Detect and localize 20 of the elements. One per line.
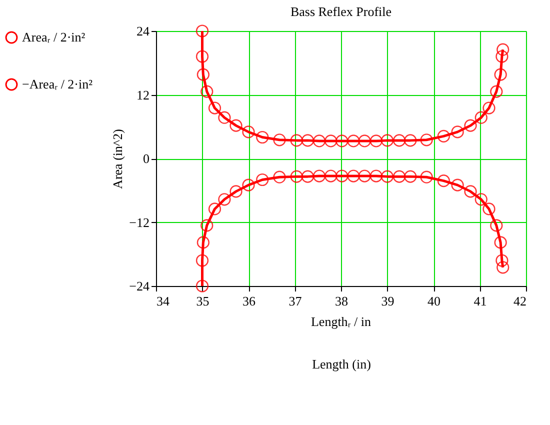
x-tick-label: 36 xyxy=(242,294,256,308)
x-tick-label: 40 xyxy=(428,294,440,308)
y-tick-label: −24 xyxy=(129,278,150,294)
y-tick-label: 12 xyxy=(136,87,150,102)
x-tick-label: 39 xyxy=(381,294,394,308)
y-tick-label: −12 xyxy=(129,214,150,230)
x-tick-label: 35 xyxy=(196,294,210,308)
x-tick-label: 42 xyxy=(514,294,526,308)
y-tick-label: 24 xyxy=(136,24,150,38)
legend-label: −Areaᵣ / 2·in² xyxy=(22,76,93,92)
x-tick-label: 41 xyxy=(474,294,487,308)
text: Lengthᵣ / in xyxy=(310,314,372,329)
x-tick-label: 34 xyxy=(156,294,170,308)
y-axis-title: Area (in^2) xyxy=(110,129,126,189)
x-tick-label: 38 xyxy=(335,294,348,308)
chart-title: Bass Reflex Profile xyxy=(290,4,392,19)
y-tick-label: 0 xyxy=(143,151,150,166)
legend-label: Areaᵣ / 2·in² xyxy=(22,30,86,44)
x-axis-title: Length (in) xyxy=(312,356,371,372)
x-tick-label: 37 xyxy=(288,294,302,308)
